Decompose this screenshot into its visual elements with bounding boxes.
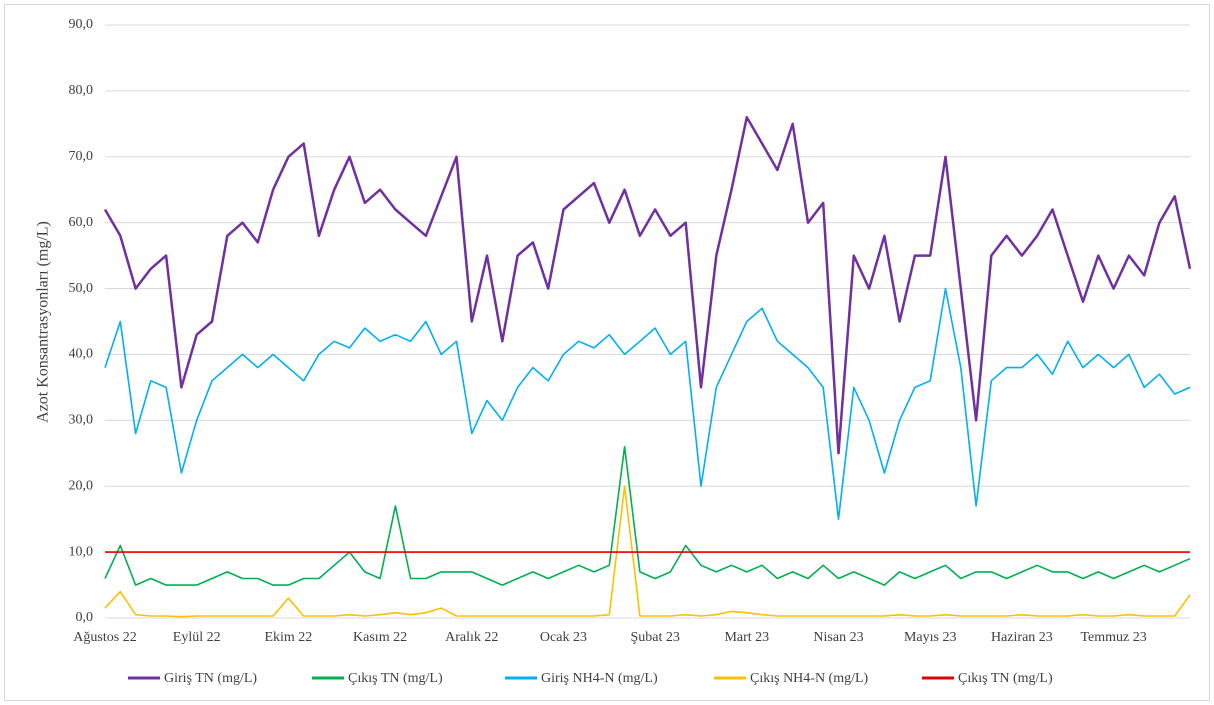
frame [4,4,1210,701]
y-tick-label: 30,0 [69,413,94,428]
y-tick-label: 50,0 [69,281,94,296]
legend-label: Çıkış TN (mg/L) [348,671,443,686]
x-tick-label: Ocak 23 [540,630,587,645]
x-tick-label: Mart 23 [724,630,769,645]
x-tick-label: Temmuz 23 [1080,630,1146,645]
x-tick-label: Aralık 22 [445,630,498,645]
x-tick-label: Kasım 22 [353,630,407,645]
y-tick-label: 70,0 [69,149,94,164]
x-tick-label: Mayıs 23 [904,630,957,645]
series-line [104,445,1191,586]
x-tick-label: Şubat 23 [630,630,679,645]
legend-label: Giriş TN (mg/L) [164,671,257,686]
x-tick-label: Ağustos 22 [73,630,136,645]
legend-label: Çıkış NH4-N (mg/L) [750,671,869,686]
y-tick-label: 60,0 [69,215,94,230]
y-tick-label: 0,0 [76,610,94,625]
series-line [103,115,1192,455]
y-tick-label: 80,0 [69,83,94,98]
y-axis-label: Azot Konsantrasyonları (mg/L) [35,221,52,423]
legend-label: Çıkış TN (mg/L) [958,671,1053,686]
y-tick-label: 90,0 [69,17,94,32]
x-tick-label: Ekim 22 [264,630,312,645]
y-tick-label: 20,0 [69,478,94,493]
x-tick-label: Eylül 22 [173,630,221,645]
x-tick-label: Haziran 23 [991,630,1053,645]
y-tick-label: 40,0 [69,347,94,362]
legend-label: Giriş NH4-N (mg/L) [541,671,658,686]
series-line [104,485,1191,618]
series-line [104,287,1191,520]
y-tick-label: 10,0 [69,544,94,559]
x-tick-label: Nisan 23 [813,630,863,645]
